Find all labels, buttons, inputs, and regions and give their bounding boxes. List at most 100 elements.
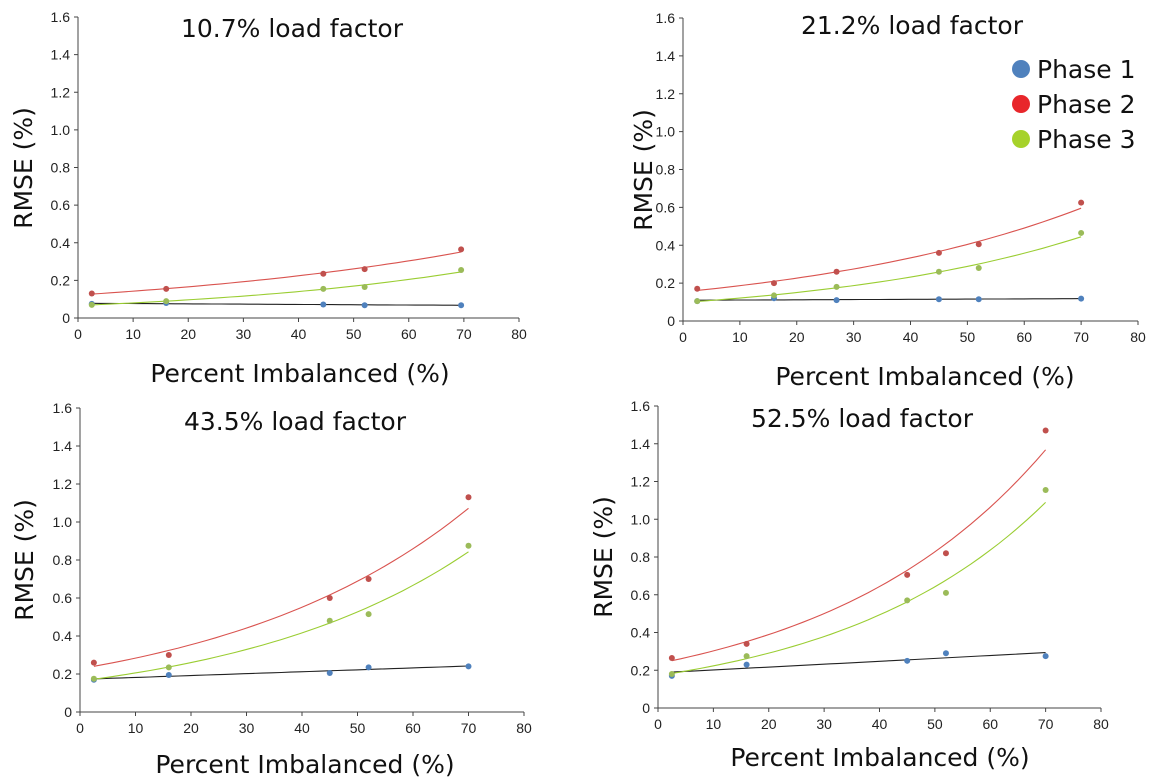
data-point-phase-2 (458, 246, 465, 253)
data-point-phase-2 (771, 280, 777, 287)
data-point-phase-2 (88, 290, 95, 297)
panel-title: 21.2% load factor (801, 11, 1024, 40)
x-tick-label: 0 (76, 720, 84, 736)
x-tick-label: 0 (679, 329, 687, 345)
y-tick-label: 0.2 (51, 272, 71, 288)
x-tick-label: 50 (346, 326, 362, 342)
data-point-phase-3 (1042, 486, 1049, 493)
y-tick-label: 0.8 (631, 549, 651, 565)
data-point-phase-1 (361, 302, 368, 309)
data-point-phase-2 (163, 285, 170, 292)
x-tick-label: 70 (1038, 716, 1054, 732)
y-tick-label: 1.6 (51, 9, 71, 25)
x-tick-label: 30 (236, 326, 252, 342)
x-tick-label: 20 (789, 329, 805, 345)
data-point-phase-2 (165, 652, 172, 658)
x-tick-label: 50 (927, 716, 943, 732)
x-tick-label: 40 (294, 720, 310, 736)
panel-title: 52.5% load factor (751, 404, 974, 433)
data-point-phase-1 (365, 664, 372, 671)
x-tick-label: 0 (74, 326, 82, 342)
data-point-phase-3 (743, 653, 750, 660)
data-point-phase-2 (975, 241, 982, 248)
data-point-phase-2 (833, 268, 840, 275)
y-axis-label: RMSE (%) (10, 499, 39, 621)
data-point-phase-3 (771, 292, 777, 299)
x-tick-label: 10 (125, 326, 141, 342)
data-point-phase-3 (694, 298, 701, 305)
y-tick-label: 1.2 (656, 86, 676, 102)
data-point-phase-1 (1042, 653, 1049, 660)
x-tick-label: 80 (511, 326, 527, 342)
data-point-phase-3 (668, 671, 675, 678)
y-tick-label: 0.4 (631, 625, 651, 641)
y-tick-label: 0 (64, 704, 72, 720)
y-tick-label: 1.4 (53, 438, 73, 454)
trendline-phase-2 (93, 507, 469, 667)
x-axis-label: Percent Imbalanced (%) (155, 750, 454, 778)
trendline-phase-1 (91, 302, 462, 306)
data-point-phase-1 (465, 663, 472, 670)
chart-panels: 0 10 20 30 40 50 60 70 80 0 0.2 0.4 0.6 0.8 1.0 1.2 1.4 1… (9, 9, 1146, 778)
chart-panel-1: 0 10 20 30 40 50 60 70 80 0 0.2 0.4 0.6 0.8 1.0 1.2 1.4 1… (9, 9, 527, 388)
data-point-phase-3 (326, 617, 333, 624)
chart-panel-3: 0 10 20 30 40 50 60 70 80 0 0.2 0.4 0.6 0.8 1.0 1.2 1.4 1… (10, 400, 532, 778)
data-point-phase-1 (743, 661, 750, 668)
data-point-phase-1 (935, 296, 942, 303)
x-tick-label: 10 (732, 329, 748, 345)
data-point-phase-3 (465, 542, 472, 549)
y-axis-label: RMSE (%) (9, 107, 38, 229)
y-tick-label: 0.2 (656, 275, 676, 291)
data-point-phase-1 (458, 302, 465, 309)
y-tick-label: 0.8 (656, 162, 676, 178)
y-tick-label: 1.6 (656, 10, 676, 26)
data-point-phase-1 (975, 296, 982, 303)
y-tick-label: 0.8 (53, 552, 73, 568)
y-tick-label: 0.4 (53, 628, 73, 644)
x-tick-label: 20 (761, 716, 777, 732)
y-tick-label: 0.2 (53, 666, 73, 682)
data-point-phase-3 (904, 597, 911, 604)
data-point-phase-1 (1078, 295, 1085, 302)
x-tick-label: 60 (982, 716, 998, 732)
y-tick-label: 1.0 (656, 124, 676, 140)
y-tick-label: 0 (642, 700, 650, 716)
chart-panel-4: 0 10 20 30 40 50 60 70 80 0 0.2 0.4 0.6 0.8 1.0 1.2 1.4 1… (589, 398, 1109, 772)
data-point-phase-1 (904, 657, 911, 664)
x-tick-label: 60 (1016, 329, 1032, 345)
y-axis-label: RMSE (%) (589, 496, 618, 618)
data-point-phase-3 (975, 264, 982, 271)
x-tick-label: 10 (128, 720, 144, 736)
legend-label-phase-3: Phase 3 (1037, 125, 1136, 154)
x-tick-label: 40 (291, 326, 307, 342)
x-tick-label: 10 (706, 716, 722, 732)
legend-label-phase-1: Phase 1 (1037, 55, 1136, 84)
data-point-phase-2 (465, 494, 472, 501)
y-tick-label: 0.8 (51, 160, 71, 176)
data-point-phase-2 (361, 266, 368, 273)
data-point-phase-3 (361, 283, 368, 290)
data-point-phase-2 (320, 270, 327, 277)
legend-marker-phase-1 (1012, 60, 1030, 78)
legend-marker-phase-3 (1012, 130, 1030, 148)
x-tick-label: 80 (516, 720, 532, 736)
y-tick-label: 0.6 (631, 587, 651, 603)
y-tick-label: 1.4 (631, 436, 651, 452)
y-tick-label: 0.6 (51, 197, 71, 213)
data-point-phase-3 (1078, 229, 1085, 236)
data-point-phase-1 (165, 671, 172, 678)
legend-marker-phase-2 (1012, 95, 1030, 113)
trendline-phase-1 (93, 665, 469, 680)
chart-panel-2: 0 10 20 30 40 50 60 70 80 0 0.2 0.4 0.6 0.8 1.0 1.2 1.4 1… (629, 10, 1146, 391)
data-point-phase-3 (165, 664, 172, 671)
y-tick-label: 0.4 (51, 235, 71, 251)
data-point-phase-3 (90, 675, 97, 682)
trendline-phase-2 (91, 251, 462, 295)
data-point-phase-3 (833, 283, 840, 290)
x-tick-label: 40 (872, 716, 888, 732)
y-tick-label: 0.4 (656, 237, 676, 253)
y-tick-label: 1.0 (631, 511, 651, 527)
trendline-phase-3 (671, 502, 1046, 674)
x-tick-label: 70 (461, 720, 477, 736)
